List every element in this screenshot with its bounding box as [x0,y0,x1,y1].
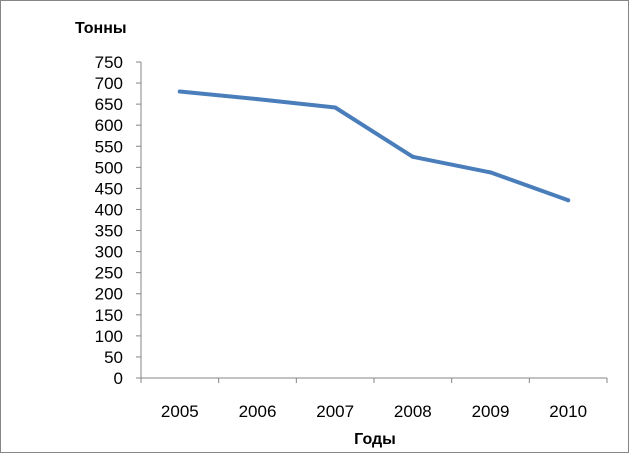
data-point [566,198,571,203]
x-axis-ticks: 2005 2006 2007 2008 2009 2010 [140,378,608,421]
y-tick-label: 200 [95,285,123,304]
x-tick-label: 2005 [161,402,199,421]
series-line [177,89,571,203]
y-tick-label: 650 [95,95,123,114]
y-tick-label: 400 [95,200,123,219]
x-tick-label: 2010 [549,402,587,421]
y-tick-label: 700 [95,74,123,93]
data-point [177,89,182,94]
x-tick-label: 2006 [239,402,277,421]
series-group [177,89,571,203]
y-tick-label: 0 [114,369,123,388]
y-tick-label: 750 [95,53,123,72]
y-tick-label: 600 [95,116,123,135]
y-axis-ticks: 0 50 100 150 200 250 300 350 400 450 500 550 600 650 7… [95,53,141,388]
x-axis-title: Годы [354,431,396,448]
x-tick-label: 2009 [472,402,510,421]
data-point [488,170,493,175]
y-tick-label: 150 [95,306,123,325]
y-tick-label: 500 [95,158,123,177]
x-tick-label: 2008 [394,402,432,421]
data-point [410,154,415,159]
y-tick-label: 100 [95,327,123,346]
y-tick-label: 350 [95,222,123,241]
y-tick-label: 50 [104,348,123,367]
x-tick-label: 2007 [316,402,354,421]
y-tick-label: 550 [95,137,123,156]
data-point [255,97,260,102]
y-tick-label: 450 [95,179,123,198]
data-point [333,105,338,110]
y-tick-label: 250 [95,264,123,283]
y-tick-label: 300 [95,243,123,262]
axes [140,62,607,379]
y-axis-title: Тонны [75,20,127,37]
